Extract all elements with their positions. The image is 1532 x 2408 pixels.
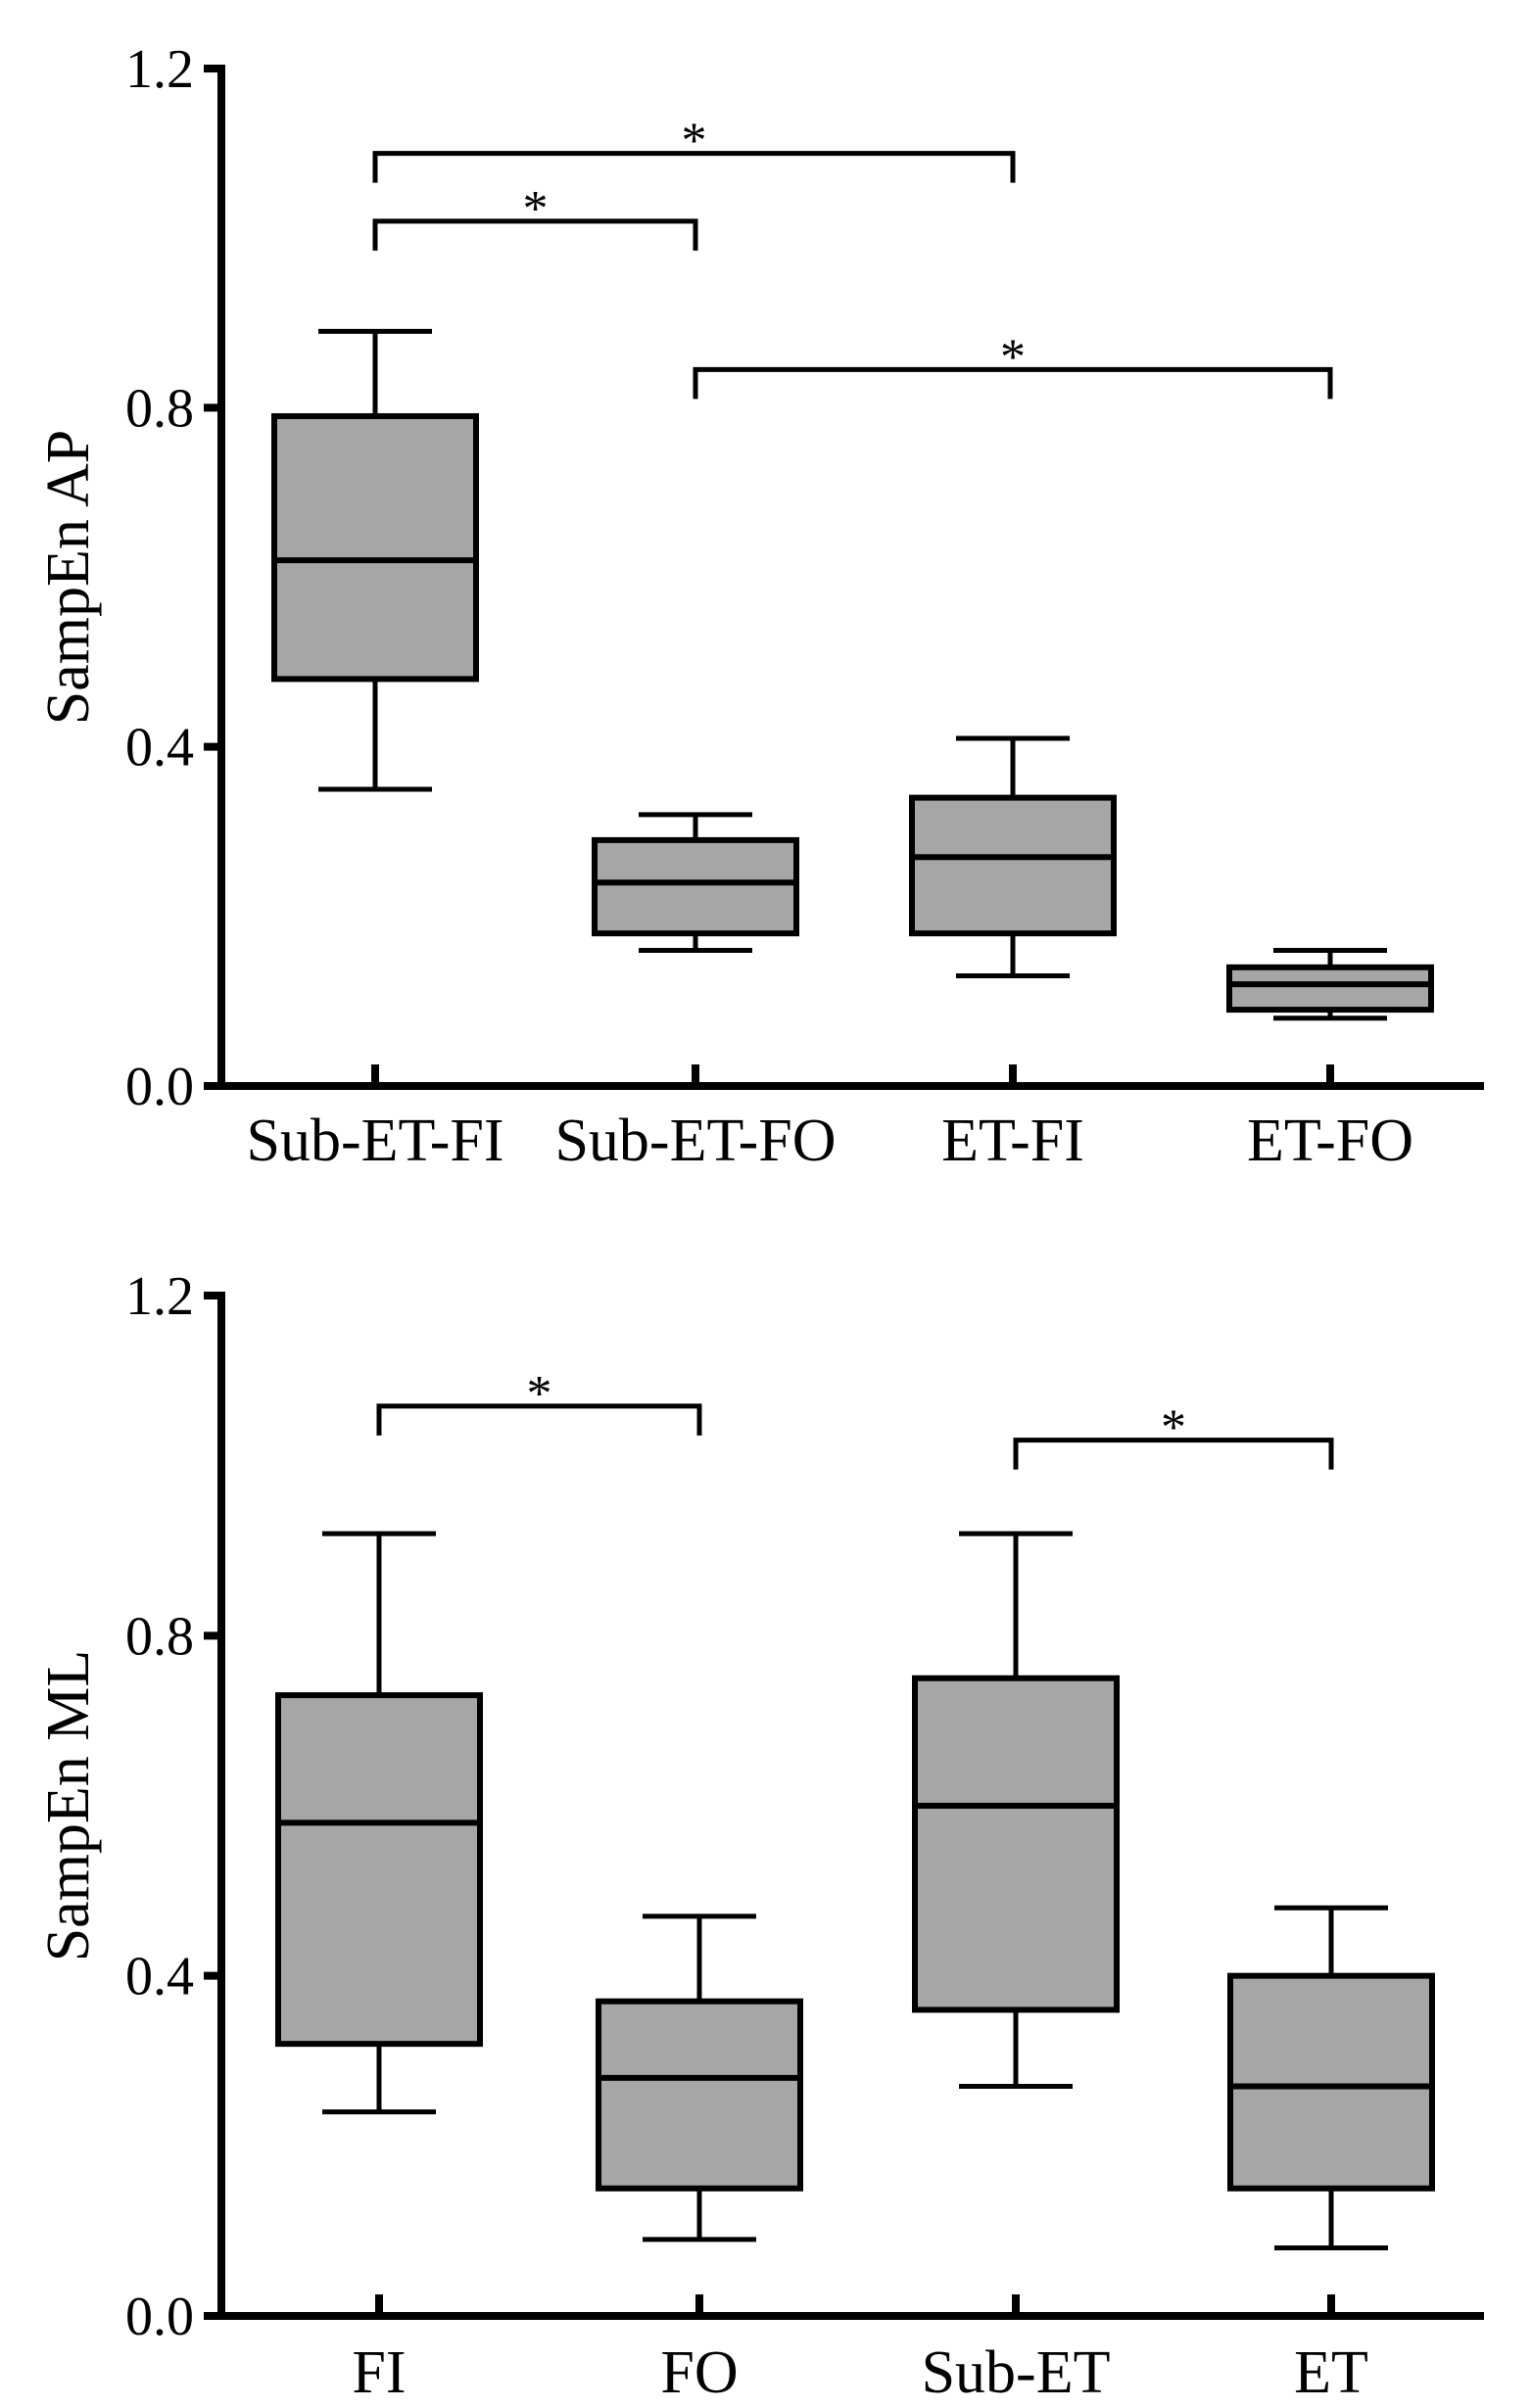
panel-2-category-label: ET — [1294, 2339, 1368, 2406]
panel-2-y-tick-label: 0.4 — [125, 1947, 194, 2007]
panel-2-y-axis-label: SampEn ML — [35, 1650, 102, 1962]
panel-2-significance-2-bracket — [1013, 1438, 1334, 1470]
panel-1-y-tick-label: 0.8 — [125, 378, 194, 439]
panel-1-category-label: Sub-ET-FO — [554, 1108, 836, 1174]
panel-1-category-label: Sub-ET-FI — [247, 1108, 504, 1174]
panel-2-category-label: Sub-ET — [922, 2339, 1111, 2406]
panel-1-significance-2-label: * — [682, 114, 707, 169]
panel-1-significance-3-bracket — [693, 366, 1333, 400]
panel-1-box-2-iqr-box — [592, 836, 799, 937]
panel-2-y-tick-label: 0.0 — [125, 2287, 194, 2347]
panel-1-significance-1-bracket — [372, 218, 698, 251]
panel-1-category-label: ET-FI — [941, 1108, 1084, 1174]
panel-1-box-3-iqr-box — [909, 794, 1117, 937]
panel-2-box-2-iqr-box — [596, 1998, 803, 2192]
panel-1-significance-2-bracket — [372, 151, 1016, 183]
panel-1-significance-1-label: * — [523, 181, 549, 237]
panel-2-box-1-iqr-box — [275, 1692, 483, 2048]
panel-2-significance-1-label: * — [527, 1366, 552, 1422]
panel-2-category-label: FI — [352, 2339, 406, 2406]
panel-2-y-tick-label: 0.8 — [125, 1606, 194, 1667]
panel-1-y-axis-label: SampEn AP — [35, 430, 102, 725]
panel-2-significance-2-label: * — [1161, 1400, 1186, 1456]
panel-2-y-tick-label: 1.2 — [125, 1266, 194, 1327]
panel-1-box-4-iqr-box — [1226, 964, 1434, 1014]
panel-1-box-1-iqr-box — [271, 412, 479, 683]
panel-2-box-4-iqr-box — [1227, 1972, 1435, 2192]
panel-2-category-label: FO — [660, 2339, 738, 2406]
panel-2-significance-1-bracket — [376, 1403, 702, 1436]
panel-1-y-tick-label: 0.4 — [125, 718, 194, 779]
panel-1-y-tick-label: 0.0 — [125, 1057, 194, 1117]
panel-1-y-tick-label: 1.2 — [125, 39, 194, 100]
panel-1-category-label: ET-FO — [1247, 1108, 1413, 1174]
panel-2-box-3-iqr-box — [912, 1675, 1120, 2013]
panel-1-significance-3-label: * — [1000, 329, 1026, 385]
